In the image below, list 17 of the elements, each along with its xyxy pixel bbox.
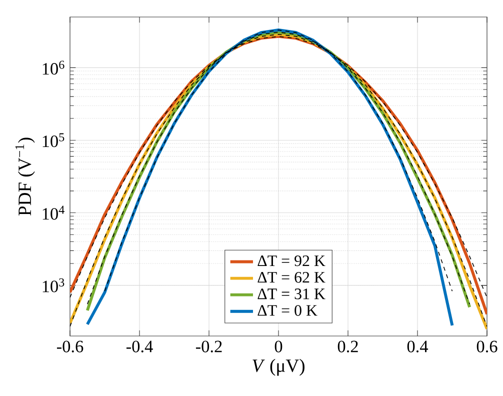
x-tick-label: 0.2 [338, 340, 358, 352]
x-tick-label: 0 [274, 340, 282, 352]
y-axis-title: PDF (V$^{−1}$) [15, 138, 35, 216]
y-tick-label: 10$^{6}$ [42, 60, 64, 75]
x-tick-label: 0.4 [407, 340, 428, 352]
y-tick-label: 10$^{4}$ [42, 206, 64, 220]
x-axis-title: V (μV) [252, 358, 304, 376]
x-tick-label: -0.6 [56, 340, 84, 352]
y-tick-label: 10$^{5}$ [42, 133, 64, 148]
legend-label: ΔT = 92 K [258, 255, 326, 266]
x-tick-label: -0.2 [196, 340, 222, 352]
legend-label: ΔT = 0 K [258, 305, 318, 316]
legend-label: ΔT = 31 K [258, 288, 326, 300]
y-tick-label: 10$^{3}$ [42, 278, 64, 292]
x-tick-label: -0.4 [126, 340, 153, 352]
x-tick-label: 0.6 [476, 340, 498, 352]
legend-label: ΔT = 62 K [258, 272, 326, 283]
